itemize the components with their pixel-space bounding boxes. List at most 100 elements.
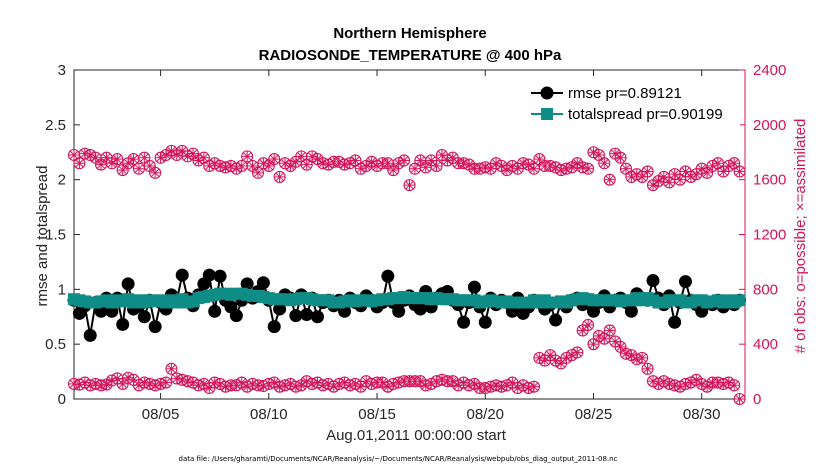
totalspread-point (733, 294, 746, 307)
y-axis-right-label: # of obs: o=possible; ×=assimilated (792, 119, 809, 354)
obs-point (641, 165, 654, 178)
obs-point (73, 157, 86, 170)
obs-point (733, 392, 746, 406)
obs-point (67, 148, 81, 162)
x-tick-label: 08/20 (466, 406, 504, 423)
obs-point (295, 150, 308, 163)
obs-point (349, 154, 362, 167)
left-axis: 0 0.5 1 1.5 2 2.5 3 (45, 62, 80, 408)
legend: rmse pr=0.89121 totalspread pr=0.90199 (526, 77, 740, 127)
obs-point (89, 151, 102, 164)
series-layer (67, 144, 747, 406)
obs-point (728, 379, 741, 392)
y-right-tick-label: 2000 (753, 117, 786, 134)
obs-point (533, 153, 546, 166)
rmse-point (467, 280, 481, 294)
obs-point (674, 173, 687, 186)
obs-point (251, 166, 265, 179)
y-right-tick-label: 400 (753, 336, 778, 353)
obs-point (419, 161, 432, 174)
rmse-point (457, 315, 471, 329)
rmse-point (678, 275, 692, 289)
series-obs-0 (67, 144, 746, 192)
y-right-tick-label: 2400 (753, 62, 786, 79)
y-right-tick-label: 1200 (753, 227, 786, 244)
obs-point (95, 158, 108, 171)
y-tick-label: 1.5 (45, 227, 66, 244)
obs-point (111, 153, 124, 166)
obs-point (143, 159, 156, 173)
y-tick-label: 3 (58, 62, 66, 79)
obs-point (711, 157, 724, 170)
obs-point (132, 162, 145, 175)
rmse-point (202, 268, 216, 282)
legend-totalspread-label: totalspread pr=0.90199 (568, 106, 723, 123)
rmse-point (413, 302, 427, 316)
rmse-point (311, 310, 325, 324)
rmse-point (478, 315, 492, 329)
y-tick-label: 2 (58, 172, 66, 189)
x-tick-label: 08/15 (358, 406, 396, 423)
obs-point (614, 151, 627, 164)
obs-point (268, 153, 281, 166)
obs-point (398, 154, 411, 167)
rmse-point (300, 308, 314, 322)
obs-point (381, 157, 394, 170)
obs-point (684, 170, 697, 183)
legend-box (526, 77, 740, 127)
rmse-point (392, 304, 406, 318)
rmse-point (229, 309, 243, 323)
y-tick-label: 2.5 (45, 117, 66, 134)
obs-point (527, 380, 541, 393)
y-tick-label: 1 (58, 281, 66, 298)
right-axis: 0 400 800 1200 1600 2000 2400 (739, 62, 786, 408)
rmse-point (116, 317, 130, 331)
rmse-point (83, 328, 97, 342)
obs-point (149, 166, 162, 179)
obs-point (587, 338, 600, 351)
obs-point (165, 362, 178, 375)
obs-point (582, 162, 595, 175)
obs-point (663, 176, 676, 189)
obs-point (701, 166, 714, 179)
x-axis-label: Aug.01,2011 00:00:00 start (326, 427, 507, 444)
obs-point (598, 332, 611, 345)
legend-totalspread-marker (541, 108, 553, 120)
obs-point (603, 173, 616, 186)
legend-rmse-marker (540, 86, 554, 100)
rmse-point (381, 269, 395, 283)
rmse-point (137, 310, 151, 324)
y-axis-label: rmse and totalspread (34, 166, 51, 307)
obs-point (403, 179, 416, 192)
rmse-point (256, 276, 270, 290)
obs-point (159, 376, 173, 389)
rmse-point (213, 269, 227, 283)
chart-subtitle: RADIOSONDE_TEMPERATURE @ 400 hPa (259, 47, 562, 64)
obs-point (582, 318, 595, 332)
rmse-point (289, 309, 303, 323)
rmse-point (646, 274, 660, 288)
data-file-footnote: data file: /Users/gharamti/Documents/NCA… (179, 455, 618, 463)
obs-point (598, 157, 611, 170)
series-obs-1 (67, 318, 746, 406)
x-tick-label: 08/25 (575, 406, 613, 423)
y-right-tick-label: 1600 (753, 172, 786, 189)
obs-point (592, 148, 605, 162)
rmse-point (273, 302, 287, 316)
obs-point (387, 164, 400, 177)
legend-rmse-label: rmse pr=0.89121 (568, 85, 682, 102)
obs-point (636, 351, 649, 364)
rmse-point (175, 268, 189, 282)
obs-point (138, 151, 151, 164)
obs-point (365, 155, 378, 168)
obs-point (430, 159, 443, 173)
rmse-point (121, 277, 135, 291)
obs-point (733, 165, 746, 178)
x-tick-label: 08/10 (250, 406, 288, 423)
obs-point (603, 324, 616, 337)
y-tick-label: 0 (58, 391, 66, 408)
x-tick-label: 08/30 (683, 406, 721, 423)
obs-point (619, 162, 633, 175)
